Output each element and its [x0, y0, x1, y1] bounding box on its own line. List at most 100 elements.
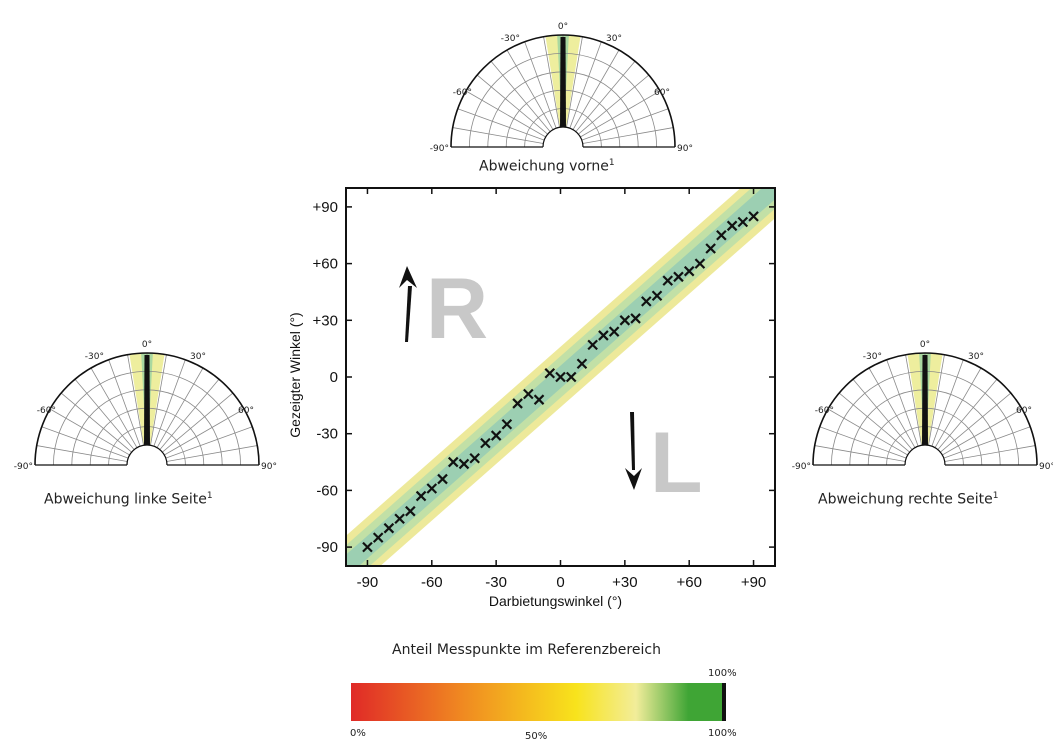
x-axis-label: Darbietungswinkel (°)	[489, 593, 622, 609]
data-point-stroke	[490, 430, 502, 441]
polar-grid-spoke	[159, 378, 220, 450]
data-point	[565, 371, 577, 383]
polar-grid-spoke	[566, 36, 583, 128]
polar-angle-label: 90°	[677, 144, 693, 154]
polar-grid-spoke	[578, 74, 650, 135]
data-point	[587, 339, 598, 351]
polar-grid-spoke	[165, 426, 253, 459]
data-point-stroke	[737, 216, 749, 228]
polar-grid-spoke	[868, 367, 916, 448]
data-point	[737, 216, 749, 228]
data-point	[662, 275, 674, 286]
data-point-stroke	[512, 398, 523, 409]
polar-inner-arc	[904, 444, 946, 466]
data-point-stroke	[598, 330, 609, 341]
data-point-stroke	[447, 456, 459, 468]
data-point-stroke	[641, 296, 652, 307]
polar-grid-spoke	[937, 378, 998, 450]
caption-front: Abweichung vorne1	[479, 158, 615, 175]
data-point	[447, 456, 459, 468]
color-scale-title: Anteil Messpunkte im Referenzbereich	[392, 642, 661, 658]
main-scatter-chart: R L -90 -60 -30 0 +30 +60 +90 +90 +60 +30 0 -30 -60 -90…	[287, 187, 776, 609]
y-tick-label: +30	[313, 312, 338, 329]
polar-angle-label: -60°	[453, 88, 472, 98]
polar-outer-arc	[812, 352, 1038, 466]
polar-grid-spoke	[838, 392, 910, 453]
y-tick-label: -90	[316, 539, 338, 556]
data-point-stroke	[437, 473, 448, 485]
data-point	[501, 418, 513, 430]
data-point	[683, 265, 695, 277]
y-tick-label: -30	[316, 426, 338, 443]
polar-grid-spoke	[457, 108, 545, 141]
polar-grid-spoke	[580, 90, 661, 138]
data-point-stroke	[469, 452, 480, 464]
data-point-stroke	[662, 275, 674, 286]
polar-angle-label: -60°	[815, 406, 834, 416]
data-point	[490, 430, 502, 441]
polar-angle-label: -90°	[792, 462, 811, 472]
polar-angle-label: -30°	[85, 352, 104, 362]
data-point-stroke	[394, 513, 405, 525]
data-point	[372, 532, 384, 543]
y-tick-label: +90	[313, 199, 338, 216]
arrow-down-head	[625, 468, 642, 490]
polar-grid-spoke	[886, 359, 919, 447]
polar-grid-spoke	[569, 41, 602, 129]
data-point-stroke	[415, 490, 427, 502]
y-axis-label: Gezeigter Winkel (°)	[287, 312, 303, 437]
data-point-stroke	[651, 290, 663, 302]
polar-grid-spoke	[127, 354, 144, 446]
polar-grid-spoke	[934, 367, 982, 448]
data-point	[555, 371, 566, 383]
data-point-stroke	[630, 313, 641, 324]
data-point	[512, 398, 523, 409]
arrow-down-shaft	[630, 412, 635, 470]
polar-plot-left-side: 0° -30° 30° -60° 60° -90° 90°	[14, 340, 277, 472]
polar-angle-label: 60°	[238, 406, 254, 416]
polar-plot-right-side: 0° -30° 30° -60° 60° -90° 90°	[792, 340, 1053, 472]
data-point	[705, 243, 716, 254]
polar-pointer	[922, 355, 928, 445]
data-point	[533, 394, 545, 405]
polar-angle-label: 30°	[190, 352, 206, 362]
data-point-stroke	[523, 388, 534, 400]
data-point	[748, 211, 759, 222]
data-point	[523, 388, 534, 400]
data-point-stroke	[383, 522, 395, 534]
polar-outer-arc	[34, 352, 260, 466]
polar-grid-spoke	[852, 378, 913, 450]
polar-grid-spoke	[41, 426, 129, 459]
data-point-stroke	[362, 541, 373, 553]
data-point-stroke	[555, 371, 566, 383]
polar-grid-spoke	[162, 392, 234, 453]
y-tick-label: 0	[330, 369, 338, 386]
data-point	[362, 541, 373, 553]
region-label-r: R	[426, 261, 488, 357]
polar-grid-spoke	[575, 60, 636, 132]
polar-grid-spoke	[940, 392, 1012, 453]
data-point	[651, 290, 663, 302]
polar-angle-label: 30°	[606, 34, 622, 44]
data-point	[544, 367, 556, 379]
data-point	[598, 330, 609, 341]
polar-grid-spoke	[943, 426, 1031, 459]
polar-grid-spoke	[814, 445, 906, 462]
data-point	[608, 326, 620, 337]
color-scale-label-min: 0%	[350, 728, 366, 739]
data-point	[694, 258, 706, 269]
data-point-stroke	[480, 437, 491, 449]
polar-grid-spoke	[465, 90, 546, 138]
polar-grid-spoke	[827, 408, 908, 456]
data-point-stroke	[608, 326, 620, 337]
polar-grid-spoke	[164, 408, 245, 456]
polar-angle-label: 60°	[654, 88, 670, 98]
polar-grid-spoke	[452, 127, 544, 144]
polar-angle-label: 90°	[1039, 462, 1053, 472]
polar-grid-spoke	[931, 359, 964, 447]
polar-angle-label: 30°	[968, 352, 984, 362]
polar-outer-arc	[450, 34, 676, 148]
polar-grid-spoke	[819, 426, 907, 459]
polar-grid-spoke	[166, 445, 258, 462]
